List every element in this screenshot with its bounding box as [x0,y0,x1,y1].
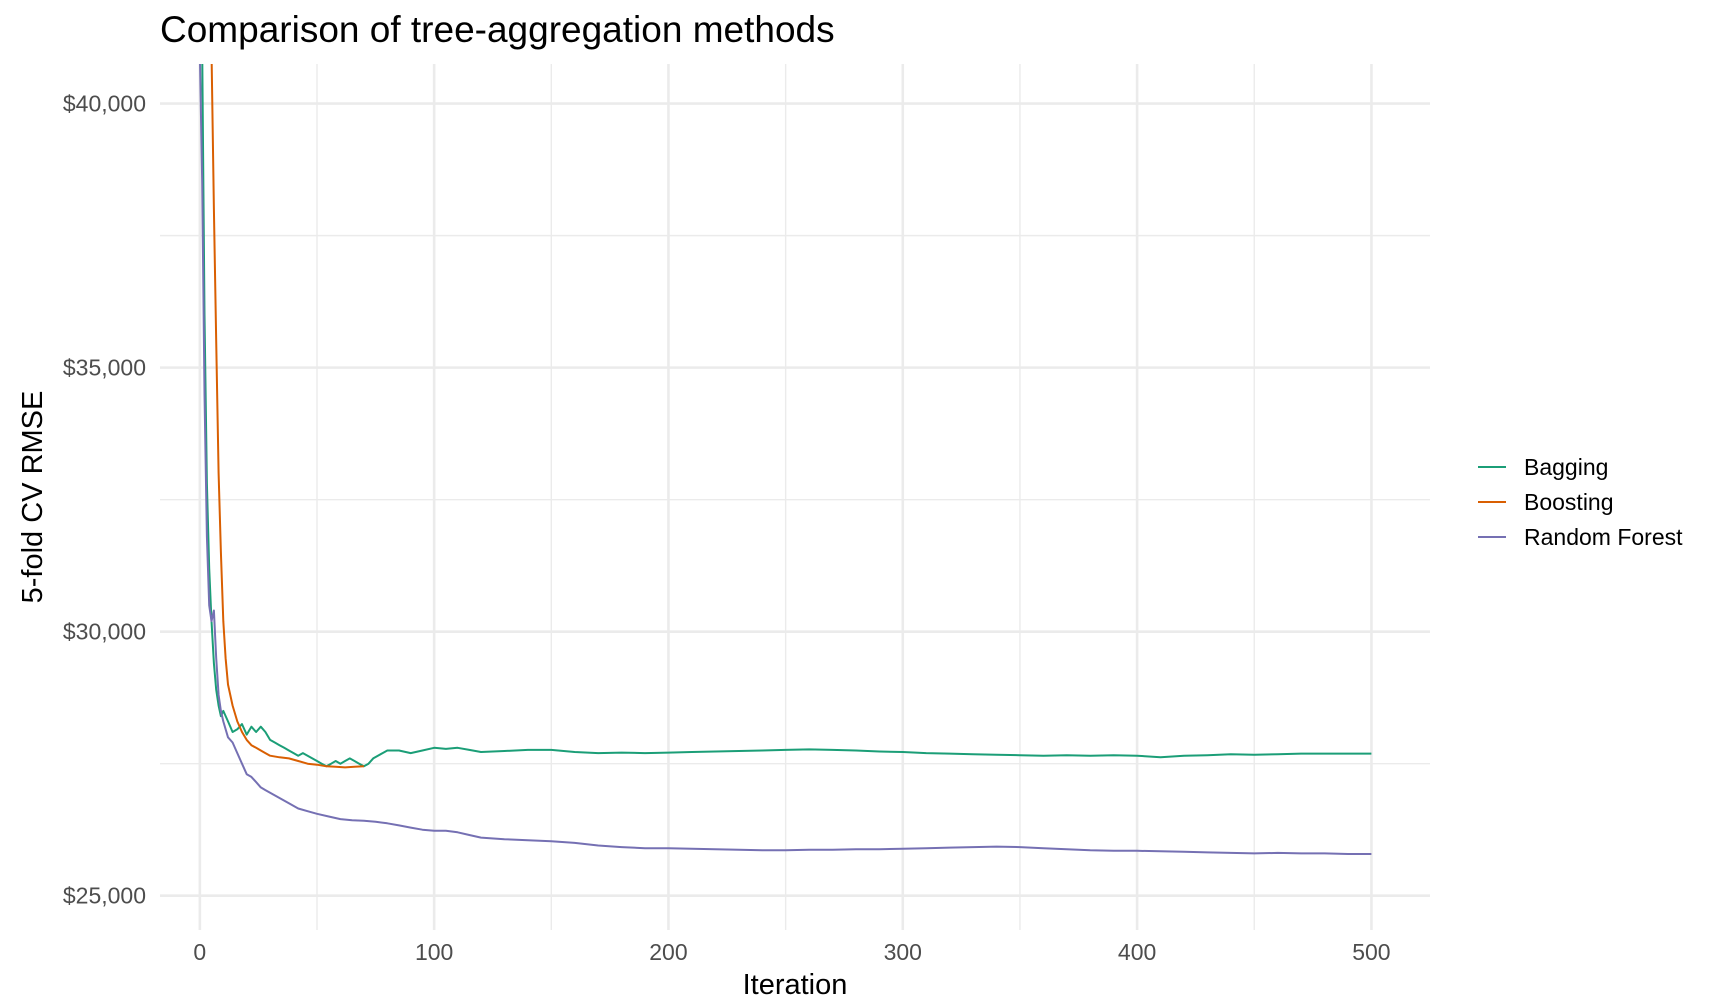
y-tick-label: $30,000 [63,619,146,645]
legend-label: Random Forest [1524,524,1683,550]
x-tick-label: 200 [649,939,687,965]
x-tick-label: 300 [884,939,922,965]
legend-label: Boosting [1524,489,1614,515]
legend-label: Bagging [1524,454,1608,480]
x-tick-label: 0 [193,939,206,965]
legend: Bagging Boosting Random Forest [1478,454,1683,550]
x-tick-label: 100 [415,939,453,965]
x-axis-ticks: 0 100 200 300 400 500 [193,939,1390,965]
series-lines [199,64,1372,855]
y-tick-label: $35,000 [63,355,146,381]
x-tick-label: 400 [1118,939,1156,965]
grid-lines [160,64,1430,930]
x-axis-title: Iteration [743,969,848,1001]
y-axis-title: 5-fold CV RMSE [17,391,49,604]
series-line-bagging [201,64,1372,768]
chart-title: Comparison of tree-aggregation methods [160,9,835,50]
y-axis-ticks: $25,000 $30,000 $35,000 $40,000 [63,91,146,909]
series-line-boosting [210,64,364,769]
series-line-random-forest [199,64,1372,855]
x-tick-label: 500 [1352,939,1390,965]
y-tick-label: $40,000 [63,91,146,117]
y-tick-label: $25,000 [63,883,146,909]
